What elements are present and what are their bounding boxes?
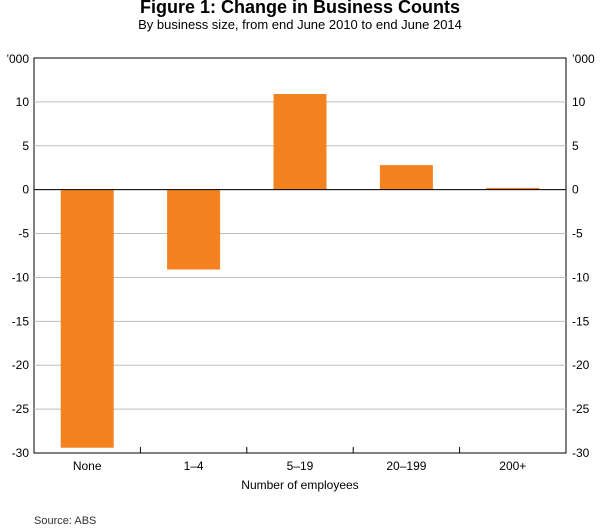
y-tick-label-left: 5 [22,139,29,153]
y-tick-label-left: -10 [12,270,30,284]
y-tick-label-right: 5 [572,139,579,153]
y-axis-unit-right: ’000 [572,52,595,66]
bar-200+ [486,187,540,190]
x-tick-label: 1–4 [184,459,204,473]
y-tick-label-left: -25 [12,402,30,416]
y-axis-unit-left: ’000 [6,52,29,66]
y-tick-label-left: -20 [12,358,30,372]
y-tick-label-right: -5 [572,227,583,241]
x-tick-label: None [73,459,102,473]
y-tick-label-left: 10 [16,95,30,109]
y-tick-label-right: -25 [572,402,590,416]
y-tick-label-right: 10 [572,95,586,109]
bar-20–199 [379,165,433,190]
y-tick-label-right: -20 [572,358,590,372]
bar-1–4 [167,189,221,270]
bar-5–19 [273,93,327,190]
bar-None [60,189,114,448]
x-tick-label: 20–199 [386,459,426,473]
y-tick-label-left: -15 [12,314,30,328]
x-axis-title: Number of employees [241,478,358,492]
x-tick-label: 5–19 [287,459,314,473]
plot-frame [33,57,567,454]
y-tick-label-left: -5 [18,227,29,241]
y-tick-label-right: -30 [572,446,590,460]
x-tick-label: 200+ [499,459,526,473]
y-tick-label-right: -10 [572,270,590,284]
y-tick-label-left: 0 [22,183,29,197]
source-note: Source: ABS [34,515,97,527]
y-tick-label-right: -15 [572,314,590,328]
y-tick-label-left: -30 [12,446,30,460]
chart-subtitle: By business size, from end June 2010 to … [138,17,462,32]
chart-title: Figure 1: Change in Business Counts [139,0,461,17]
y-tick-label-right: 0 [572,183,579,197]
